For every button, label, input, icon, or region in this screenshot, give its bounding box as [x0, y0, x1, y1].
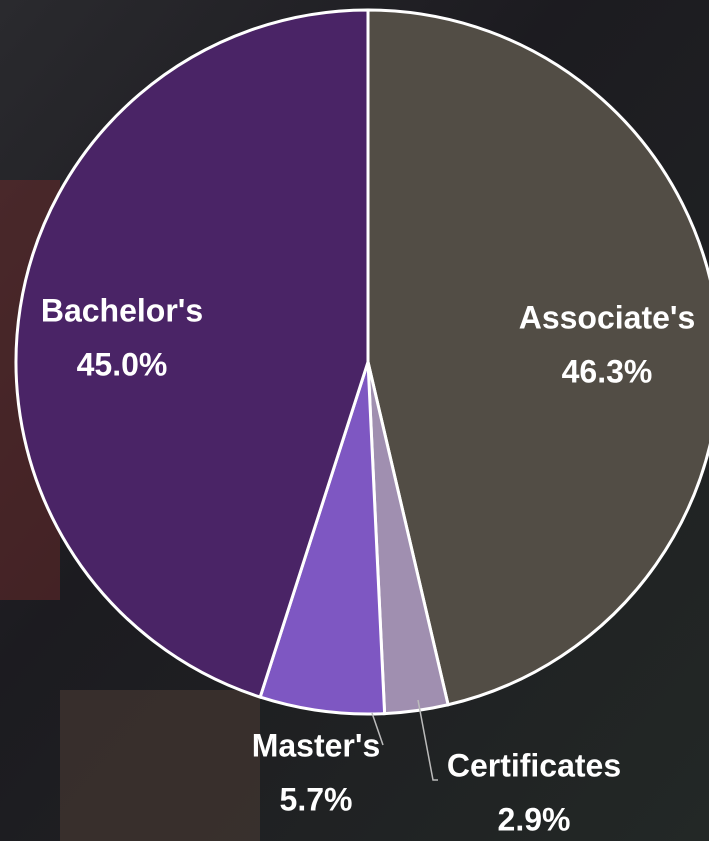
pie: Associate's 46.3% Certificates 2.9% Master's…	[14, 8, 709, 837]
slice-value-label: 45.0%	[77, 346, 168, 382]
background-detail	[60, 690, 260, 841]
slice-value-label: 5.7%	[280, 781, 353, 817]
slice-label: Certificates	[447, 747, 621, 783]
slice-label: Bachelor's	[41, 292, 203, 328]
leader-line	[371, 712, 384, 746]
pie-slice	[366, 8, 709, 707]
slice-value-label: 46.3%	[562, 353, 653, 389]
pie-slice	[14, 8, 370, 699]
slice-label: Associate's	[519, 299, 696, 335]
pie-slice	[258, 361, 387, 716]
leader-line	[417, 699, 438, 781]
slice-label: Master's	[252, 727, 381, 763]
slice-value-label: 2.9%	[498, 801, 571, 837]
